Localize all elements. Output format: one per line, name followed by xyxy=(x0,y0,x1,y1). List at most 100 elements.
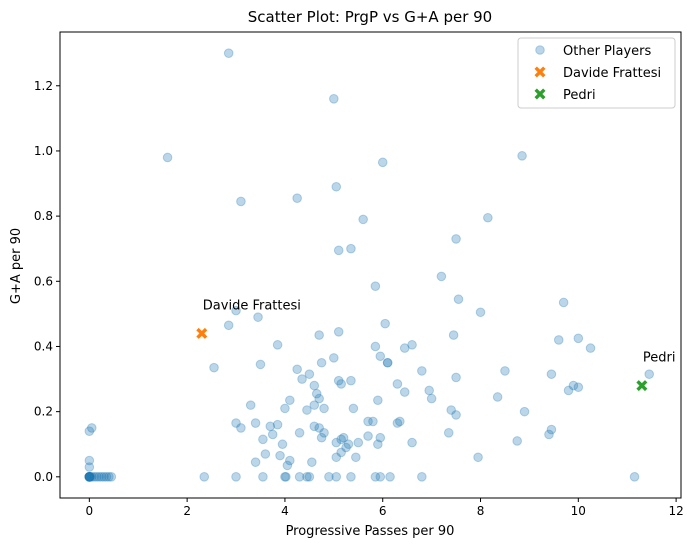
other-player-point xyxy=(446,405,456,415)
other-player-point xyxy=(94,472,104,482)
other-player-point xyxy=(331,452,342,463)
other-player-point xyxy=(324,472,334,482)
x-tick-label: 8 xyxy=(477,504,485,518)
other-player-point xyxy=(546,369,557,379)
other-player-point xyxy=(424,385,434,396)
other-player-point xyxy=(223,320,234,331)
other-player-point xyxy=(329,94,339,104)
other-player-point xyxy=(272,419,283,430)
other-player-point xyxy=(436,271,447,282)
legend-marker-frattesi xyxy=(534,66,546,78)
other-player-point xyxy=(500,366,510,376)
other-player-point xyxy=(162,152,173,163)
x-tick-label: 12 xyxy=(668,504,683,518)
other-player-point xyxy=(399,343,410,353)
chart-title: Scatter Plot: PrgP vs G+A per 90 xyxy=(248,8,492,26)
other-player-point xyxy=(512,436,522,446)
other-player-point xyxy=(336,447,346,458)
other-player-point xyxy=(395,416,405,427)
other-player-point xyxy=(573,382,584,393)
other-player-point xyxy=(236,196,246,207)
other-player-point xyxy=(370,472,381,482)
other-player-point xyxy=(255,359,266,370)
other-player-point xyxy=(644,369,655,379)
other-player-point xyxy=(336,379,346,389)
other-player-point xyxy=(353,437,364,448)
other-player-point xyxy=(451,234,461,244)
other-player-point xyxy=(250,457,261,467)
y-tick-label: 1.2 xyxy=(34,79,53,93)
other-player-point xyxy=(199,472,210,482)
other-player-point xyxy=(368,416,378,427)
y-tick-label: 0.2 xyxy=(34,405,53,419)
other-player-point xyxy=(314,423,324,433)
other-player-point xyxy=(104,472,114,482)
other-player-point xyxy=(329,353,339,363)
legend-marker-pedri xyxy=(534,88,546,100)
other-player-point xyxy=(253,312,263,322)
other-player-point xyxy=(319,428,329,438)
legend-label: Pedri xyxy=(563,88,596,103)
other-player-point xyxy=(294,428,305,438)
other-player-point xyxy=(407,340,417,350)
other-player-point xyxy=(91,472,102,482)
other-player-point xyxy=(316,357,327,368)
other-player-point xyxy=(453,294,464,305)
y-tick-label: 1.0 xyxy=(34,144,53,158)
other-player-point xyxy=(346,243,356,254)
other-player-point xyxy=(473,452,483,463)
other-player-point xyxy=(280,403,290,414)
x-tick-label: 6 xyxy=(379,504,387,518)
pedri-annotation: Pedri xyxy=(643,351,676,366)
other-player-point xyxy=(223,48,234,58)
other-player-point xyxy=(282,460,293,471)
other-player-point xyxy=(517,151,527,161)
other-player-point xyxy=(492,392,503,402)
other-player-point xyxy=(316,432,327,443)
other-player-point xyxy=(568,380,579,391)
other-player-point xyxy=(385,472,395,482)
frattesi-point xyxy=(196,327,208,339)
other-player-point xyxy=(629,472,640,482)
other-player-point xyxy=(417,472,427,482)
other-player-point xyxy=(84,462,95,472)
other-player-point xyxy=(84,472,95,482)
other-player-point xyxy=(309,421,320,432)
other-player-point xyxy=(519,406,530,417)
other-player-point xyxy=(302,472,312,482)
other-player-point xyxy=(209,362,219,373)
other-player-point xyxy=(99,472,109,482)
y-tick-label: 0.0 xyxy=(34,470,53,484)
legend-label: Other Players xyxy=(563,44,651,59)
other-player-point xyxy=(292,364,302,375)
x-axis-label: Progressive Passes per 90 xyxy=(286,524,455,539)
other-player-point xyxy=(483,212,493,223)
legend-box xyxy=(517,37,676,109)
other-player-point xyxy=(563,385,574,396)
other-player-point xyxy=(236,423,246,433)
other-player-point xyxy=(382,357,393,368)
legend: Other Players Davide Frattesi Pedri xyxy=(517,37,676,109)
other-player-point xyxy=(375,472,386,482)
other-player-point xyxy=(101,472,112,482)
other-player-point xyxy=(304,472,315,482)
other-player-point xyxy=(341,442,351,453)
x-tick-label: 0 xyxy=(86,504,94,518)
other-player-point xyxy=(417,366,427,376)
other-player-point xyxy=(346,472,356,482)
other-player-point xyxy=(331,437,342,448)
other-player-point xyxy=(275,450,285,461)
other-player-point xyxy=(443,428,454,438)
other-player-point xyxy=(370,281,381,291)
x-tick-label: 10 xyxy=(571,504,586,518)
plot-area: 0 2 4 6 8 10 12 0.0 0.2 0.4 0.6 0.8 1.0 1.2 Davide Fra… xyxy=(34,31,684,518)
other-player-point xyxy=(96,472,107,482)
other-player-point xyxy=(370,341,381,352)
other-player-point xyxy=(311,388,322,399)
other-player-point xyxy=(280,472,290,482)
other-player-point xyxy=(277,439,288,450)
other-player-point xyxy=(302,405,312,415)
axes-frame xyxy=(59,31,682,499)
other-player-point xyxy=(544,429,554,440)
other-player-point xyxy=(319,403,329,414)
